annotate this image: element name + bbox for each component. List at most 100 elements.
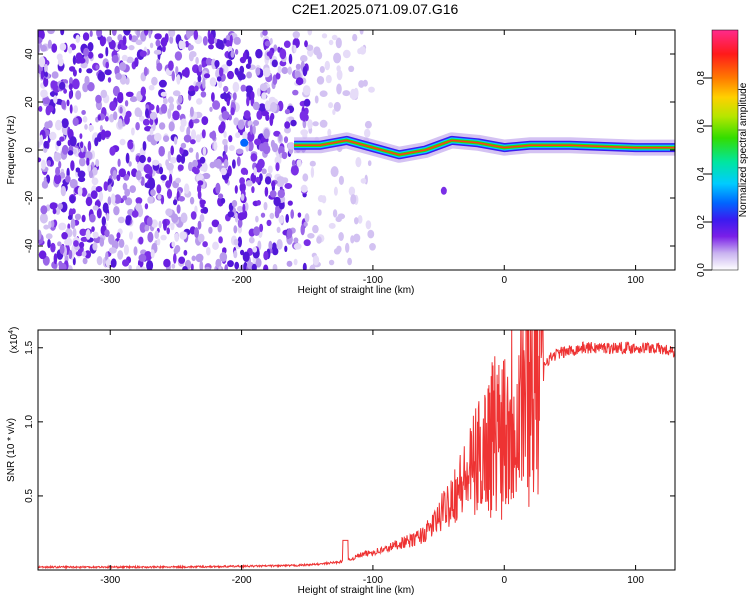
noise-blob xyxy=(92,205,99,211)
snr-panel: -300 -200 -100 0 100 0.5 1.0 1.5 Height of stra… xyxy=(6,327,676,596)
noise-blob xyxy=(38,229,42,240)
noise-blob xyxy=(80,62,88,69)
noise-blob xyxy=(74,213,82,220)
spectrogram-x-label: Height of straight line (km) xyxy=(298,285,415,296)
noise-blob xyxy=(186,126,191,137)
noise-blob xyxy=(178,256,186,264)
noise-blob xyxy=(252,101,260,111)
noise-blob xyxy=(85,229,91,240)
snr-x-label: Height of straight line (km) xyxy=(298,585,415,596)
noise-blob xyxy=(235,148,244,155)
noise-blob xyxy=(196,173,204,182)
noise-blob xyxy=(215,182,221,194)
noise-blob xyxy=(276,239,283,250)
noise-blob xyxy=(277,65,282,74)
noise-blob xyxy=(338,175,344,185)
colorbar: 0.0 0.2 0.4 0.6 0.8 Normalized spectral ampl… xyxy=(696,29,749,277)
noise-blob xyxy=(284,183,293,189)
noise-blob xyxy=(189,85,195,92)
noise-blob xyxy=(316,51,323,60)
noise-blob xyxy=(57,241,62,247)
noise-blob xyxy=(108,39,116,50)
noise-blob xyxy=(148,84,155,91)
noise-blob xyxy=(286,228,293,239)
noise-blob xyxy=(239,177,246,185)
noise-blob xyxy=(284,121,291,129)
noise-blob xyxy=(87,42,94,52)
noise-blob xyxy=(286,260,293,267)
noise-blob xyxy=(352,33,358,42)
noise-blob xyxy=(99,237,105,247)
noise-blob xyxy=(292,89,299,96)
noise-blob xyxy=(281,151,288,160)
noise-blob xyxy=(55,207,61,215)
noise-blob xyxy=(160,174,167,181)
noise-blob xyxy=(189,106,194,118)
noise-blob xyxy=(125,215,132,222)
noise-blob xyxy=(111,54,119,64)
noise-blob xyxy=(228,135,233,143)
noise-blob xyxy=(345,242,350,253)
noise-blob xyxy=(144,224,150,232)
noise-blob xyxy=(256,200,262,206)
noise-blob xyxy=(59,244,65,255)
noise-blob xyxy=(242,203,246,214)
noise-blob xyxy=(105,46,109,57)
noise-blob xyxy=(125,91,134,98)
noise-blob xyxy=(304,213,310,223)
noise-blob xyxy=(330,166,339,178)
noise-blob xyxy=(367,229,375,239)
noise-blob xyxy=(232,159,236,169)
noise-blob xyxy=(163,219,167,231)
noise-blob xyxy=(193,85,199,92)
noise-blob xyxy=(97,71,106,82)
noise-blob xyxy=(47,238,51,249)
noise-blob xyxy=(153,49,162,55)
noise-blob xyxy=(223,159,229,169)
noise-blob xyxy=(333,52,342,64)
snr-y-tick-label: 1.5 xyxy=(24,340,35,354)
noise-blob xyxy=(95,186,103,193)
snr-scale-close: ) xyxy=(9,327,20,330)
noise-blob xyxy=(277,46,281,53)
noise-blob xyxy=(237,236,242,248)
noise-blob xyxy=(245,180,253,187)
noise-blob xyxy=(336,69,343,81)
colorbar-label: Normalized spectral amplitude xyxy=(738,82,749,217)
noise-blob xyxy=(218,236,223,244)
noise-blob xyxy=(145,108,149,118)
noise-blob xyxy=(297,212,302,218)
noise-blob xyxy=(154,132,162,142)
noise-blob xyxy=(333,101,341,112)
noise-blob xyxy=(58,161,62,169)
noise-blob xyxy=(259,223,264,233)
noise-blob xyxy=(169,156,177,164)
noise-blob xyxy=(203,73,211,79)
noise-blob xyxy=(353,87,359,99)
noise-blob xyxy=(51,43,58,53)
noise-blob xyxy=(270,112,275,121)
noise-blob xyxy=(78,67,82,74)
noise-blob xyxy=(48,221,52,229)
noise-blob xyxy=(68,46,73,54)
noise-blob xyxy=(69,195,76,204)
noise-blob xyxy=(88,170,94,179)
noise-blob xyxy=(142,141,147,151)
noise-blob xyxy=(250,91,255,100)
noise-blob xyxy=(201,60,206,68)
noise-blob xyxy=(122,259,130,267)
noise-blob xyxy=(64,238,71,246)
noise-blob xyxy=(222,138,228,146)
noise-blob xyxy=(293,45,297,53)
noise-blob xyxy=(108,247,117,254)
noise-blob xyxy=(53,95,58,104)
noise-blob xyxy=(147,231,154,243)
noise-blob xyxy=(212,241,219,250)
noise-blob xyxy=(72,257,76,266)
noise-blob xyxy=(252,120,260,126)
noise-blob xyxy=(302,262,307,270)
noise-blob xyxy=(316,76,325,85)
noise-blob xyxy=(97,114,101,121)
chart-title: C2E1.2025.071.09.07.G16 xyxy=(292,1,459,17)
noise-blob xyxy=(250,153,258,162)
